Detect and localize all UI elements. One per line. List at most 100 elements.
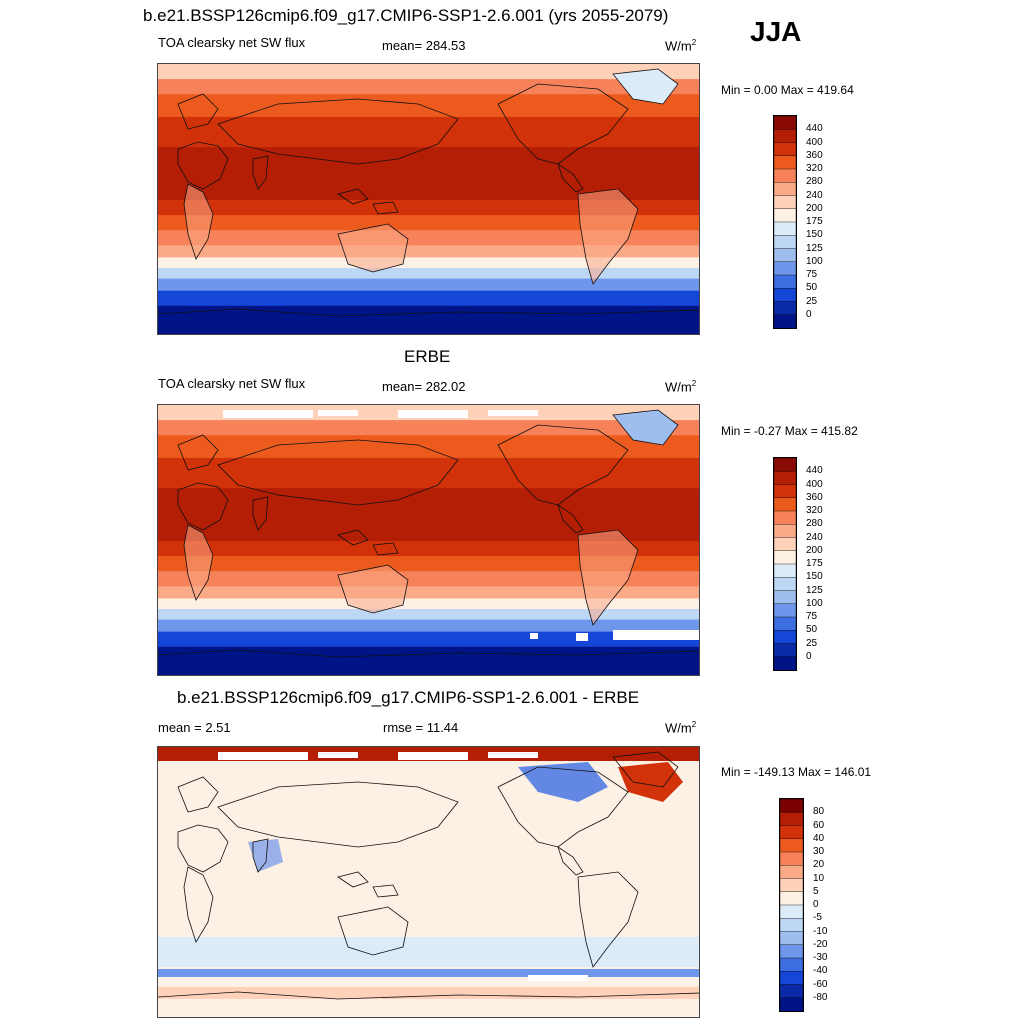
panel1-variable-label: TOA clearsky net SW flux [158,35,306,50]
diff-canada-negative [518,762,608,802]
map-band [158,290,699,307]
colorbar-tick-label: 440 [806,465,823,477]
coastline [337,871,399,898]
colorbar-swatch [774,524,796,539]
colorbar-swatch [774,116,796,130]
colorbar-swatch [774,182,796,197]
colorbar-tick-label: 320 [806,163,823,174]
colorbar-tick-label: 200 [806,202,823,214]
colorbar-tick-label: -20 [813,938,828,950]
missing-data-patch [530,633,538,639]
panel3-minmax: Min = -149.13 Max = 146.01 [721,765,872,779]
colorbar-swatch [780,891,803,906]
colorbar-tick-label: 400 [806,478,823,490]
colorbar-swatch [780,931,803,946]
colorbar-tick-label: 0 [806,308,812,320]
missing-data-patch [488,410,538,416]
land-shading-group [184,184,638,284]
colorbar-swatch [774,288,796,303]
coastline [183,183,214,260]
panel3-colorbar-swatches [780,799,803,1011]
panel1-colorbar [773,115,797,329]
colorbar-swatch [774,563,796,578]
colorbar-tick-label: 150 [806,229,823,241]
map-band [158,586,699,600]
colorbar-tick-label: 25 [806,295,818,307]
map-band [158,200,699,216]
panel3-map-field [158,747,699,1017]
colorbar-swatch [780,812,803,827]
map-band [158,94,699,118]
colorbar-tick-label: 5 [813,885,819,897]
land-shading-group [184,525,638,625]
colorbar-tick-label: 0 [806,650,812,662]
colorbar-tick-label: 80 [813,806,825,818]
panel1-units: W/m2 [665,38,697,54]
colorbar-tick-label: 440 [806,123,823,135]
map-band [158,420,699,436]
land-shading [338,224,408,272]
missing-data-patch [218,752,308,760]
coastline [577,529,639,626]
panel2-map [157,404,700,676]
colorbar-swatch [774,577,796,592]
missing-data-patch [398,752,468,760]
land-shading [578,189,638,284]
map-band [158,215,699,231]
coastline [177,93,219,130]
diff-background [158,747,699,1017]
panel3-rmse-label: rmse = 11.44 [383,720,459,735]
map-band [158,556,699,572]
colorbar-tick-label: 240 [806,189,823,201]
colorbar-tick-label: 50 [806,282,818,294]
map-band [158,230,699,246]
panel2-variable-label: TOA clearsky net SW flux [158,376,306,391]
panel3-mean-label: mean = 2.51 [158,720,231,735]
coastline [177,141,229,190]
coastline [612,409,679,446]
missing-data-patch [223,410,313,418]
map-band [158,631,699,648]
colorbar-tick-label: -80 [813,991,828,1003]
colorbar-tick-label: -10 [813,925,828,937]
colorbar-swatch [780,838,803,853]
missing-data-patch [318,410,358,416]
colorbar-swatch [774,630,796,645]
map-band [158,257,699,269]
coastline [497,424,629,506]
coastline [577,188,639,285]
coastline [183,866,214,943]
land-shading [338,565,408,613]
colorbar-swatch [780,851,803,866]
colorbar-swatch [774,603,796,618]
colorbar-swatch [780,799,803,813]
map-band [158,488,699,519]
colorbar-swatch [774,261,796,276]
coastline [337,906,409,956]
coastline [252,496,269,531]
map-band [158,177,699,201]
diff-southern-negative-band [158,969,699,977]
colorbar-tick-label: 360 [806,491,823,503]
colorbar-swatch [774,458,796,472]
panel1-colorbar-swatches [774,116,796,328]
missing-data-patch [398,410,468,418]
panel1-map [157,63,700,335]
land-shading [578,530,638,625]
coastline [337,188,399,215]
map-band [158,646,699,675]
coastline-group [158,68,699,317]
panel1-mean-label: mean= 284.53 [382,38,466,53]
colorbar-swatch [774,643,796,658]
coastline [158,991,699,1000]
colorbar-tick-label: 150 [806,571,823,583]
map-band [158,79,699,95]
panel2-map-field [158,405,699,675]
coastline [612,751,679,788]
colorbar-swatch [774,195,796,210]
panel3-colorbar [779,798,804,1012]
panel2-mean-label: mean= 282.02 [382,379,466,394]
colorbar-swatch [774,301,796,316]
missing-data-patch [613,630,699,640]
colorbar-tick-label: 60 [813,819,825,831]
